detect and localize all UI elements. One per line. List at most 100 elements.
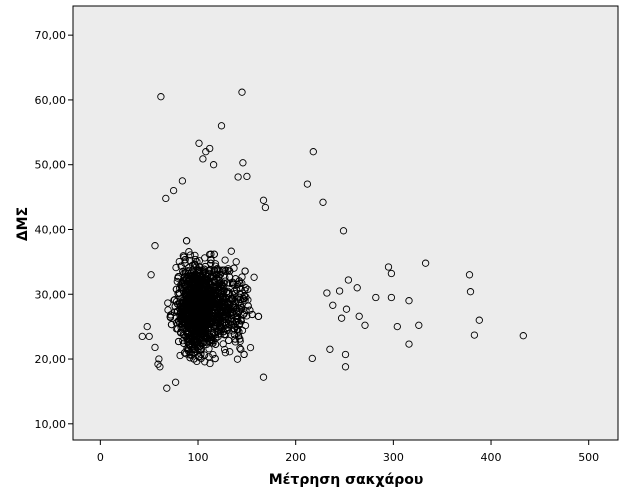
data-point — [224, 315, 232, 324]
data-point — [179, 339, 188, 347]
data-point — [200, 322, 209, 331]
data-point — [205, 250, 214, 259]
data-point — [180, 280, 188, 289]
data-point — [174, 273, 183, 281]
data-point — [204, 330, 213, 339]
data-point — [250, 273, 258, 281]
data-point — [248, 310, 256, 319]
data-point — [387, 269, 396, 278]
data-point — [211, 318, 220, 327]
data-point — [210, 283, 218, 291]
data-point — [465, 271, 474, 279]
data-point — [475, 316, 483, 324]
data-point — [214, 302, 223, 311]
data-point — [226, 310, 234, 318]
data-point — [219, 328, 228, 336]
data-point — [164, 299, 172, 307]
data-point — [228, 294, 236, 303]
data-point — [405, 340, 413, 348]
data-point — [219, 340, 227, 348]
data-point — [309, 148, 317, 156]
x-tick-label: 100 — [188, 451, 209, 464]
data-point — [193, 323, 201, 331]
data-point — [353, 284, 361, 292]
y-tick-label: 50,00 — [35, 159, 67, 172]
data-point — [207, 274, 215, 282]
data-point — [167, 311, 175, 319]
data-point — [184, 340, 193, 349]
plot-background — [73, 6, 618, 440]
y-tick-label: 70,00 — [35, 29, 67, 42]
data-point — [147, 271, 155, 279]
data-point — [186, 251, 195, 259]
data-point — [151, 343, 159, 352]
data-point — [216, 293, 224, 301]
data-point — [259, 373, 268, 381]
data-point — [341, 363, 350, 371]
data-point — [188, 280, 196, 288]
data-point — [261, 203, 270, 212]
data-point — [169, 186, 178, 195]
data-point — [227, 321, 236, 329]
data-point — [225, 336, 233, 345]
data-point — [188, 302, 196, 310]
data-point — [421, 259, 430, 267]
data-point — [180, 349, 189, 357]
y-tick-label: 40,00 — [35, 223, 67, 236]
x-tick-label: 400 — [481, 451, 502, 464]
data-point — [236, 284, 245, 292]
data-point — [220, 345, 229, 354]
data-point — [387, 293, 396, 302]
data-point — [234, 298, 242, 306]
x-tick-label: 0 — [97, 451, 104, 464]
data-point — [171, 378, 180, 386]
data-point — [178, 310, 186, 319]
data-point — [186, 304, 195, 312]
data-point — [196, 309, 204, 317]
data-point — [223, 279, 232, 287]
data-point — [218, 280, 226, 289]
data-point — [186, 354, 194, 362]
data-point — [162, 194, 170, 203]
data-point — [236, 290, 244, 298]
data-point — [224, 266, 232, 275]
data-point — [405, 297, 413, 305]
data-point — [163, 384, 171, 392]
plot-frame — [72, 5, 619, 441]
data-point — [237, 345, 245, 354]
data-point — [189, 344, 197, 353]
data-point — [238, 88, 246, 96]
data-point — [208, 318, 216, 326]
data-point — [174, 325, 182, 333]
data-point — [200, 265, 208, 273]
data-point — [178, 320, 186, 328]
data-point — [189, 266, 197, 274]
data-point — [188, 292, 196, 300]
data-point — [221, 256, 229, 264]
data-point — [174, 337, 183, 346]
data-point — [208, 337, 216, 345]
data-point — [215, 280, 223, 288]
data-point — [191, 336, 200, 344]
data-point — [167, 320, 176, 329]
data-point — [190, 278, 198, 287]
data-point — [138, 332, 146, 341]
data-point — [337, 314, 346, 322]
x-tick-label: 200 — [285, 451, 306, 464]
data-point — [355, 312, 363, 320]
data-point — [342, 305, 351, 313]
data-point — [206, 359, 214, 368]
data-point — [240, 350, 248, 359]
data-point — [234, 173, 242, 181]
data-point — [227, 247, 235, 255]
data-point — [178, 279, 187, 287]
data-point — [207, 256, 215, 264]
data-point — [202, 148, 210, 156]
data-point — [174, 300, 182, 308]
data-point — [191, 255, 199, 264]
data-point — [155, 355, 163, 363]
data-point — [199, 301, 207, 310]
data-point — [393, 322, 401, 331]
data-point — [335, 287, 344, 295]
x-axis-title: Μέτρηση σακχάρου — [269, 472, 424, 488]
